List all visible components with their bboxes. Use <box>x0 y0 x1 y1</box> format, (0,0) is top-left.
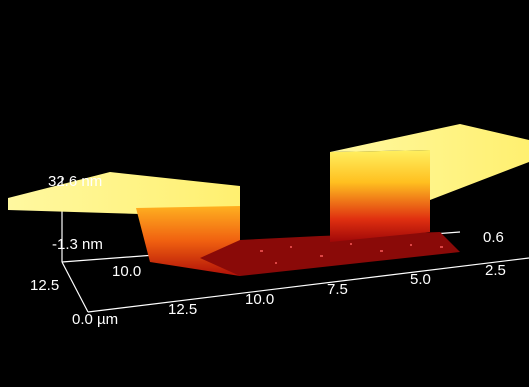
right-plateau <box>330 124 529 200</box>
x-tick-label: 7.5 <box>327 281 348 298</box>
front-edge <box>87 257 529 313</box>
x-tick-label: 5.0 <box>410 271 431 288</box>
z-max-label: 32.6 nm <box>48 173 102 190</box>
y-tick-label: 12.5 <box>30 277 59 294</box>
right-wall <box>330 150 430 242</box>
y-tick-label: 10.0 <box>112 263 141 280</box>
x-tick-label: 2.5 <box>485 262 506 279</box>
floor-noise <box>260 243 443 264</box>
left-edge <box>61 261 89 313</box>
z-min-label: -1.3 nm <box>52 236 103 253</box>
trench-floor <box>200 232 460 276</box>
x-tick-label: 10.0 <box>245 291 274 308</box>
x-tick-label: 12.5 <box>168 301 197 318</box>
left-plateau <box>8 172 240 214</box>
right-label: 0.6 <box>483 229 504 246</box>
origin-label: 0.0 µm <box>72 311 118 328</box>
